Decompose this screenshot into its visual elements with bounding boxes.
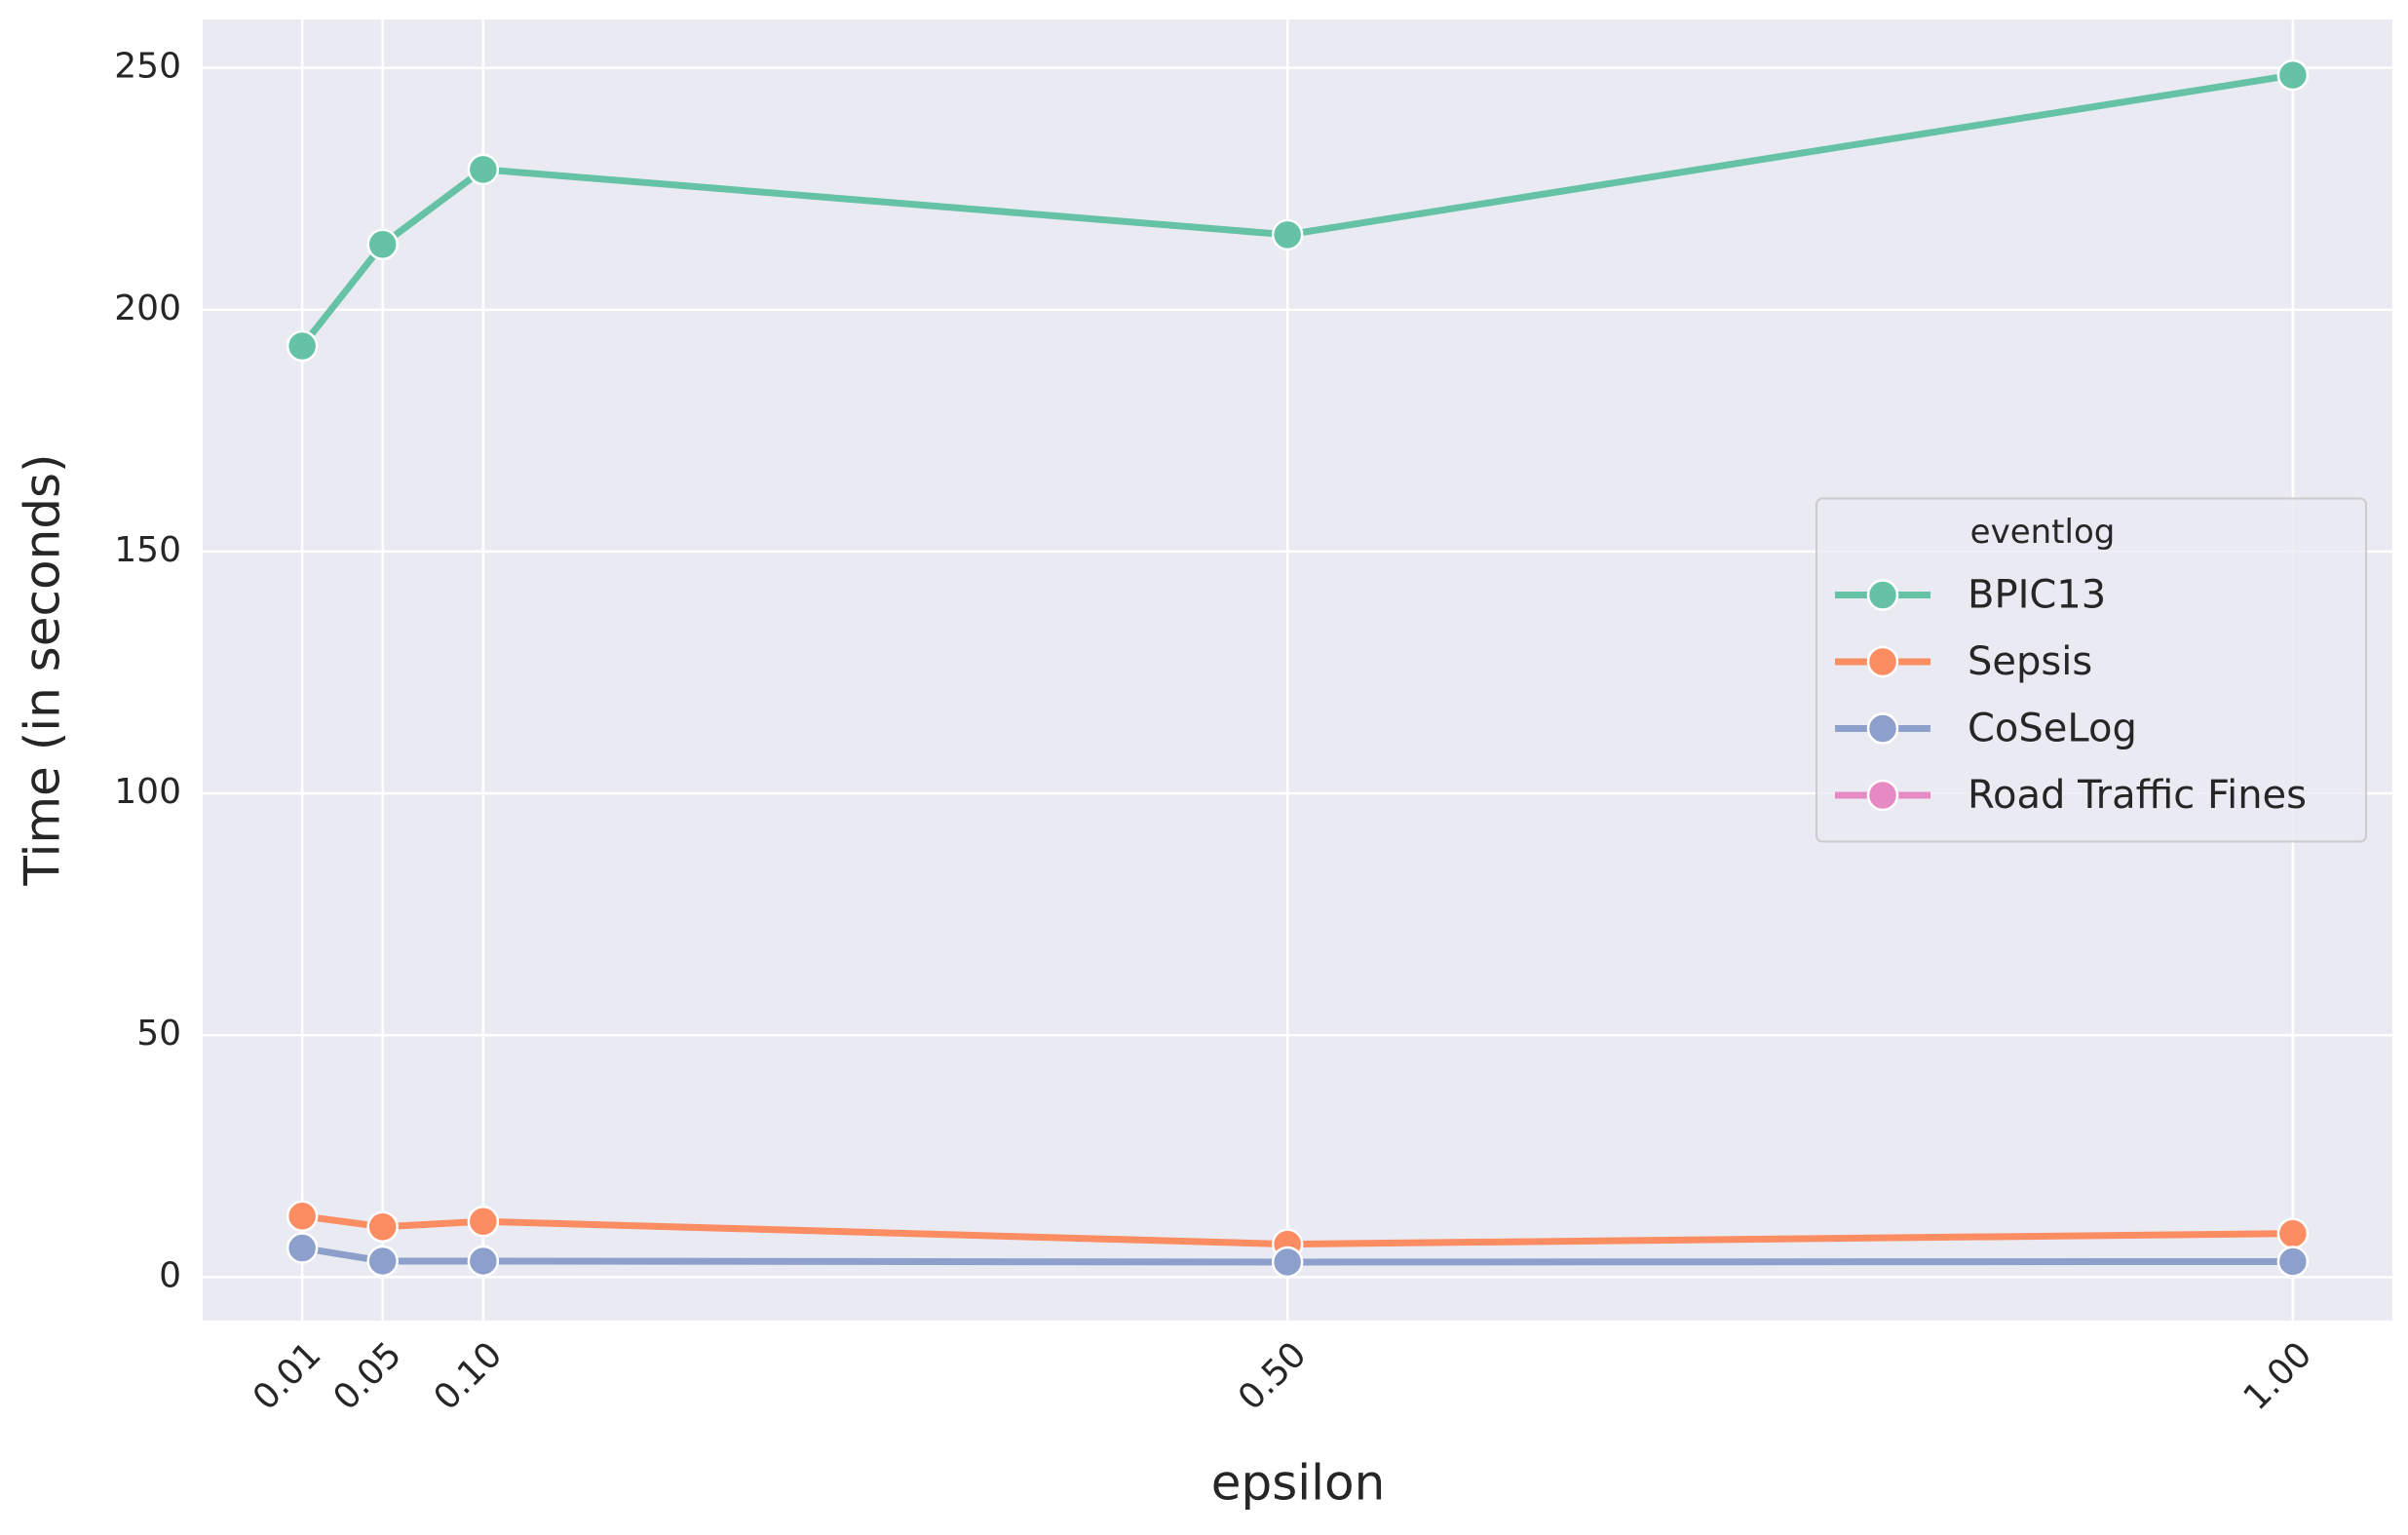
data-point — [286, 1200, 319, 1233]
data-point — [2276, 1246, 2310, 1278]
data-point — [2276, 1217, 2310, 1249]
x-tick-label: 0.01 — [246, 1334, 329, 1418]
data-point — [1271, 218, 1304, 251]
y-tick-label: 200 — [114, 288, 181, 328]
data-point — [366, 228, 399, 261]
data-point — [2276, 58, 2310, 92]
y-tick-label: 100 — [114, 772, 181, 812]
y-axis-label: Time (in seconds) — [15, 453, 71, 886]
legend-label: Sepsis — [1968, 639, 2092, 684]
legend-marker — [1866, 779, 1899, 812]
data-point — [467, 1206, 500, 1238]
x-tick-label: 0.10 — [427, 1334, 511, 1418]
legend-label: BPIC13 — [1968, 573, 2106, 618]
data-point — [286, 329, 319, 363]
y-tick-label: 250 — [114, 47, 181, 87]
x-tick-label: 1.00 — [2236, 1334, 2320, 1418]
data-point — [467, 153, 500, 186]
legend-marker — [1866, 712, 1899, 745]
y-tick-label: 150 — [114, 530, 181, 570]
x-tick-label: 0.05 — [325, 1334, 409, 1418]
x-axis-label: epsilon — [1211, 1455, 1386, 1512]
legend-label: CoSeLog — [1968, 707, 2137, 751]
legend-label: Road Traffic Fines — [1968, 773, 2307, 818]
data-point — [366, 1245, 399, 1278]
legend-marker — [1866, 645, 1899, 678]
y-tick-label: 0 — [159, 1255, 181, 1295]
x-tick-label: 0.50 — [1231, 1334, 1315, 1418]
y-tick-label: 50 — [136, 1014, 181, 1054]
legend-title: eventlog — [1970, 513, 2116, 552]
data-point — [467, 1245, 500, 1278]
legend-marker — [1866, 579, 1899, 611]
legend-box — [1816, 497, 2367, 843]
data-point — [1271, 1246, 1304, 1279]
data-point — [286, 1232, 319, 1264]
data-point — [366, 1210, 399, 1243]
